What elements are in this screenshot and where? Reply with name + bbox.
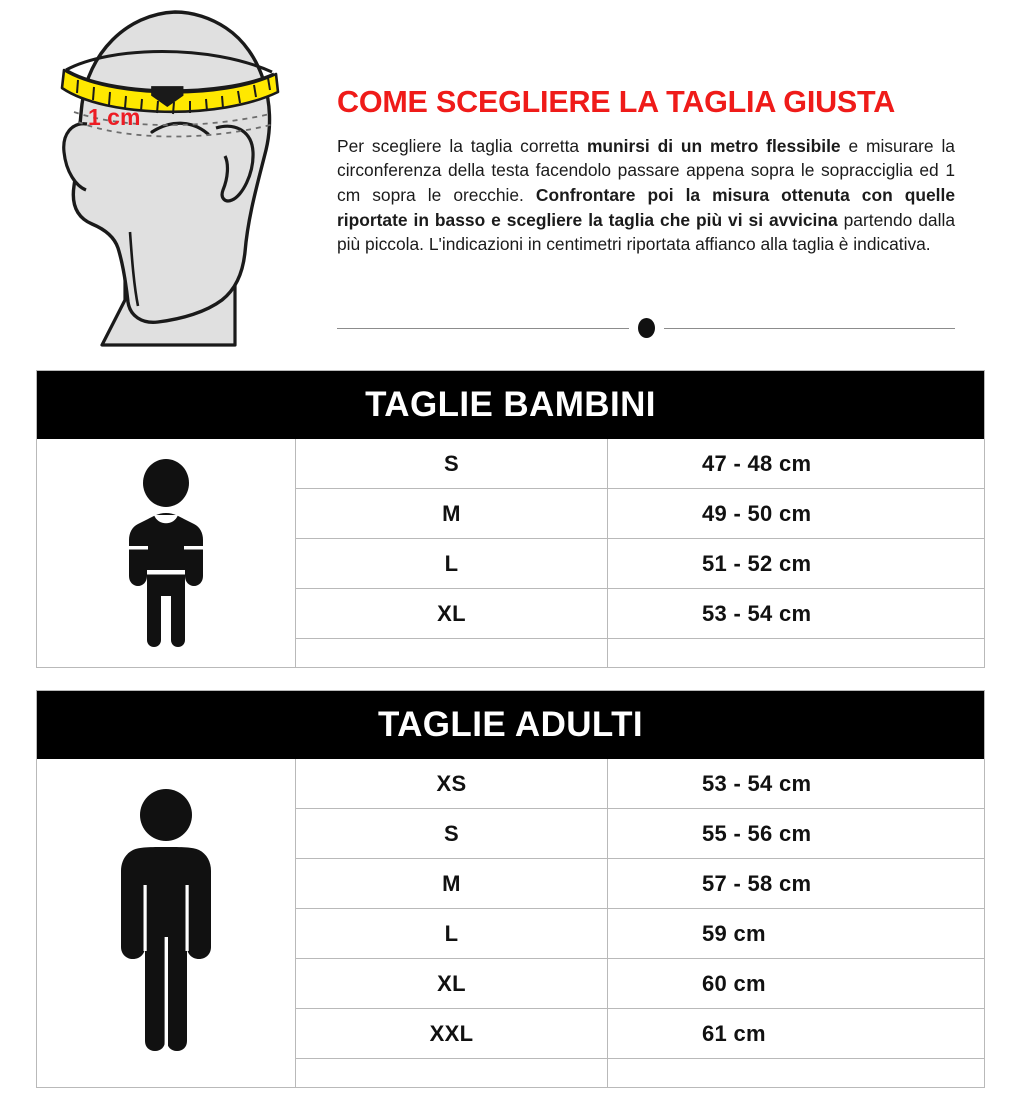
table-row: L 51 - 52 cm xyxy=(296,539,984,589)
size-label: XS xyxy=(296,759,608,808)
divider-line-right xyxy=(663,327,955,329)
table-row: XL 53 - 54 cm xyxy=(296,589,984,639)
intro-section: 1 cm 1 cm COME SCEGLIERE LA TAGLIA GIUST… xyxy=(0,0,1024,360)
measure-value: 61 cm xyxy=(702,1020,766,1046)
spacer-cell xyxy=(296,1059,608,1087)
size-label: M xyxy=(296,859,608,908)
table-row: M 57 - 58 cm xyxy=(296,859,984,909)
size-label: S xyxy=(296,809,608,858)
child-pictogram-cell xyxy=(37,439,296,667)
intro-bold-2: Confrontare poi la misura ottenuta con q… xyxy=(337,184,955,230)
page-title: COME SCEGLIERE LA TAGLIA GIUSTA xyxy=(337,85,896,119)
size-label: S xyxy=(296,439,608,488)
intro-bold-1: munirsi di un metro flessibile xyxy=(586,135,841,156)
measure-value: 55 - 56 cm xyxy=(702,820,812,846)
table-row: M 49 - 50 cm xyxy=(296,489,984,539)
size-label: L xyxy=(296,539,608,588)
intro-text-2: e misurare la circonferenza della testa … xyxy=(337,135,955,205)
size-label: XXL xyxy=(296,1009,608,1058)
section-divider xyxy=(337,310,955,346)
table-row: XS 53 - 54 cm xyxy=(296,759,984,809)
table-row: S 47 - 48 cm xyxy=(296,439,984,489)
measure-value: 53 - 54 cm xyxy=(702,770,812,796)
adulti-rows: XS 53 - 54 cm S 55 - 56 cm M 57 - 58 cm … xyxy=(296,759,984,1087)
bambini-rows: S 47 - 48 cm M 49 - 50 cm L 51 - 52 cm X… xyxy=(296,439,984,667)
table-header-adulti: TAGLIE ADULTI xyxy=(37,691,984,759)
table-row-spacer xyxy=(296,1059,984,1087)
head-measurement-illustration: 1 cm 1 cm xyxy=(30,0,330,360)
adult-pictogram-cell xyxy=(37,759,296,1087)
measure-value: 51 - 52 cm xyxy=(702,550,812,576)
measure-value: 57 - 58 cm xyxy=(702,870,812,896)
size-table-adulti: TAGLIE ADULTI XS 53 - 54 cm S 55 - xyxy=(36,690,985,1088)
intro-paragraph: Per scegliere la taglia corretta munirsi… xyxy=(337,134,955,258)
size-label: M xyxy=(296,489,608,538)
table-header-bambini: TAGLIE BAMBINI xyxy=(37,371,984,439)
table-row: XL 60 cm xyxy=(296,959,984,1009)
spacer-cell xyxy=(608,1059,984,1087)
spacer-cell xyxy=(608,639,984,667)
size-label: XL xyxy=(296,959,608,1008)
svg-text:1 cm: 1 cm xyxy=(88,104,140,130)
table-body-adulti: XS 53 - 54 cm S 55 - 56 cm M 57 - 58 cm … xyxy=(37,759,984,1087)
table-row-spacer xyxy=(296,639,984,667)
intro-text-block: COME SCEGLIERE LA TAGLIA GIUSTA Per sceg… xyxy=(337,85,955,258)
divider-dot xyxy=(637,318,655,338)
table-row: L 59 cm xyxy=(296,909,984,959)
adult-pictogram xyxy=(121,789,211,1051)
measure-value: 53 - 54 cm xyxy=(702,600,812,626)
intro-text-3: partendo dalla più piccola. L'indicazion… xyxy=(337,209,955,255)
divider-line-left xyxy=(337,327,629,329)
table-body-bambini: S 47 - 48 cm M 49 - 50 cm L 51 - 52 cm X… xyxy=(37,439,984,667)
size-label: L xyxy=(296,909,608,958)
table-row: S 55 - 56 cm xyxy=(296,809,984,859)
intro-text-1: Per scegliere la taglia corretta xyxy=(337,135,587,156)
measure-value: 59 cm xyxy=(702,920,766,946)
table-row: XXL 61 cm xyxy=(296,1009,984,1059)
measure-value: 49 - 50 cm xyxy=(702,500,812,526)
size-table-bambini: TAGLIE BAMBINI S 47 - 48 cm xyxy=(36,370,985,668)
measure-value: 60 cm xyxy=(702,970,766,996)
measure-value: 47 - 48 cm xyxy=(702,450,812,476)
child-pictogram xyxy=(129,459,203,647)
spacer-cell xyxy=(296,639,608,667)
size-label: XL xyxy=(296,589,608,638)
